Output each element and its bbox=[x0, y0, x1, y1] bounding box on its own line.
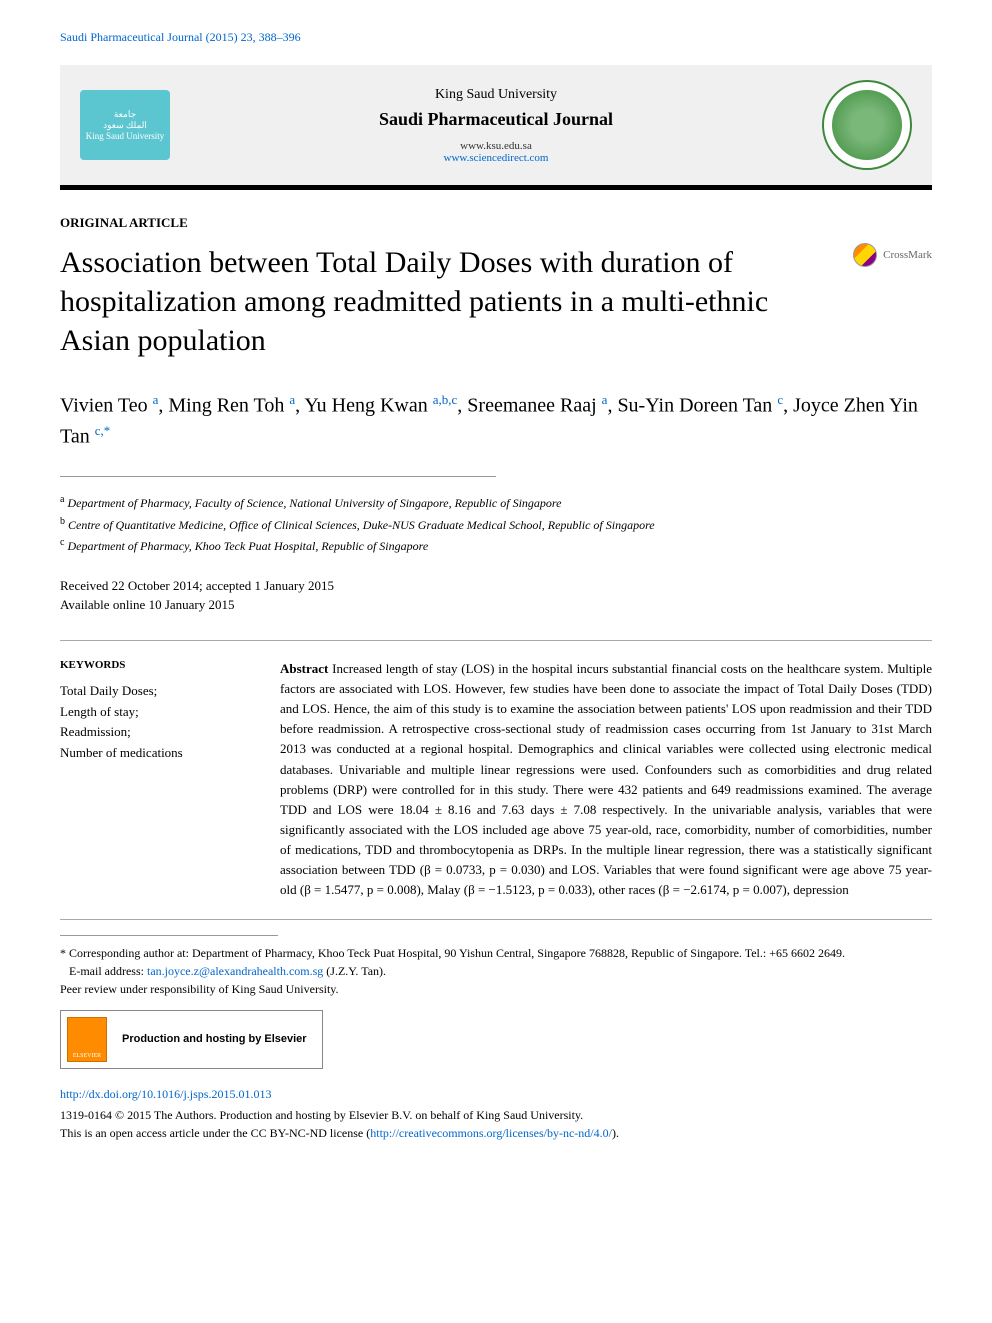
abstract-label: Abstract bbox=[280, 661, 328, 676]
author-4: , Sreemanee Raaj bbox=[457, 395, 601, 417]
affiliation-a: a Department of Pharmacy, Faculty of Sci… bbox=[60, 492, 932, 513]
author-1: Vivien Teo bbox=[60, 395, 153, 417]
author-3-aff[interactable]: a,b,c bbox=[433, 392, 458, 407]
sps-logo bbox=[822, 80, 912, 170]
copyright: 1319-0164 © 2015 The Authors. Production… bbox=[60, 1106, 932, 1142]
sciencedirect-url[interactable]: www.sciencedirect.com bbox=[444, 152, 549, 164]
affiliation-divider bbox=[60, 476, 496, 477]
author-6-aff[interactable]: c, bbox=[95, 423, 104, 438]
article-type: ORIGINAL ARTICLE bbox=[60, 215, 932, 231]
university-name: King Saud University bbox=[170, 87, 822, 103]
ksu-url: www.ksu.edu.sa bbox=[460, 140, 532, 152]
journal-citation: Saudi Pharmaceutical Journal (2015) 23, … bbox=[60, 30, 932, 45]
email-author: (J.Z.Y. Tan). bbox=[323, 964, 386, 978]
article-dates: Received 22 October 2014; accepted 1 Jan… bbox=[60, 576, 932, 615]
license-text-a: This is an open access article under the… bbox=[60, 1126, 370, 1140]
keyword-1: Total Daily Doses; bbox=[60, 681, 250, 702]
affiliation-c: c Department of Pharmacy, Khoo Teck Puat… bbox=[60, 535, 932, 556]
keyword-4: Number of medications bbox=[60, 743, 250, 764]
email-link[interactable]: tan.joyce.z@alexandrahealth.com.sg bbox=[147, 964, 323, 978]
author-5: , Su-Yin Doreen Tan bbox=[607, 395, 777, 417]
author-list: Vivien Teo a, Ming Ren Toh a, Yu Heng Kw… bbox=[60, 390, 932, 451]
received-accepted-date: Received 22 October 2014; accepted 1 Jan… bbox=[60, 576, 932, 596]
keywords-heading: KEYWORDS bbox=[60, 659, 250, 671]
footnotes: * Corresponding author at: Department of… bbox=[60, 944, 932, 998]
copyright-line2: This is an open access article under the… bbox=[60, 1124, 932, 1142]
ksu-logo-english: King Saud University bbox=[86, 131, 165, 141]
hosting-text: Production and hosting by Elsevier bbox=[122, 1033, 307, 1045]
crossmark-badge[interactable]: CrossMark bbox=[853, 243, 932, 267]
hosting-box: ELSEVIER Production and hosting by Elsev… bbox=[60, 1010, 323, 1069]
ksu-logo-arabic2: الملك سعود bbox=[103, 120, 147, 131]
doi-link[interactable]: http://dx.doi.org/10.1016/j.jsps.2015.01… bbox=[60, 1087, 932, 1102]
crossmark-icon bbox=[853, 243, 877, 267]
license-text-b: ). bbox=[612, 1126, 619, 1140]
available-online-date: Available online 10 January 2015 bbox=[60, 595, 932, 615]
keywords-list: Total Daily Doses; Length of stay; Readm… bbox=[60, 681, 250, 764]
abstract-body: Increased length of stay (LOS) in the ho… bbox=[280, 661, 932, 898]
keywords-column: KEYWORDS Total Daily Doses; Length of st… bbox=[60, 659, 250, 901]
sps-logo-inner bbox=[832, 90, 902, 160]
ksu-logo: جامعة الملك سعود King Saud University bbox=[80, 90, 170, 160]
corresponding-mark[interactable]: * bbox=[104, 423, 111, 438]
affiliations: a Department of Pharmacy, Faculty of Sci… bbox=[60, 492, 932, 556]
elsevier-logo: ELSEVIER bbox=[67, 1017, 107, 1062]
license-link[interactable]: http://creativecommons.org/licenses/by-n… bbox=[370, 1126, 612, 1140]
keyword-3: Readmission; bbox=[60, 722, 250, 743]
keyword-2: Length of stay; bbox=[60, 702, 250, 723]
author-2: , Ming Ren Toh bbox=[158, 395, 289, 417]
peer-review-note: Peer review under responsibility of King… bbox=[60, 980, 932, 998]
journal-name: Saudi Pharmaceutical Journal bbox=[170, 109, 822, 130]
abstract-section: KEYWORDS Total Daily Doses; Length of st… bbox=[60, 640, 932, 920]
footnote-divider bbox=[60, 935, 278, 936]
article-title: Association between Total Daily Doses wi… bbox=[60, 243, 853, 360]
journal-masthead: جامعة الملك سعود King Saud University Ki… bbox=[60, 65, 932, 190]
ksu-logo-arabic1: جامعة bbox=[114, 109, 136, 120]
copyright-line1: 1319-0164 © 2015 The Authors. Production… bbox=[60, 1106, 932, 1124]
abstract-text: Abstract Increased length of stay (LOS) … bbox=[280, 659, 932, 901]
author-3: , Yu Heng Kwan bbox=[295, 395, 433, 417]
email-label: E-mail address: bbox=[69, 964, 147, 978]
affiliation-b: b Centre of Quantitative Medicine, Offic… bbox=[60, 514, 932, 535]
crossmark-label: CrossMark bbox=[883, 249, 932, 261]
title-row: Association between Total Daily Doses wi… bbox=[60, 243, 932, 360]
email-line: E-mail address: tan.joyce.z@alexandrahea… bbox=[60, 962, 932, 980]
journal-urls: www.ksu.edu.sa www.sciencedirect.com bbox=[170, 140, 822, 164]
corresponding-author-note: * Corresponding author at: Department of… bbox=[60, 944, 932, 962]
masthead-center: King Saud University Saudi Pharmaceutica… bbox=[170, 87, 822, 164]
